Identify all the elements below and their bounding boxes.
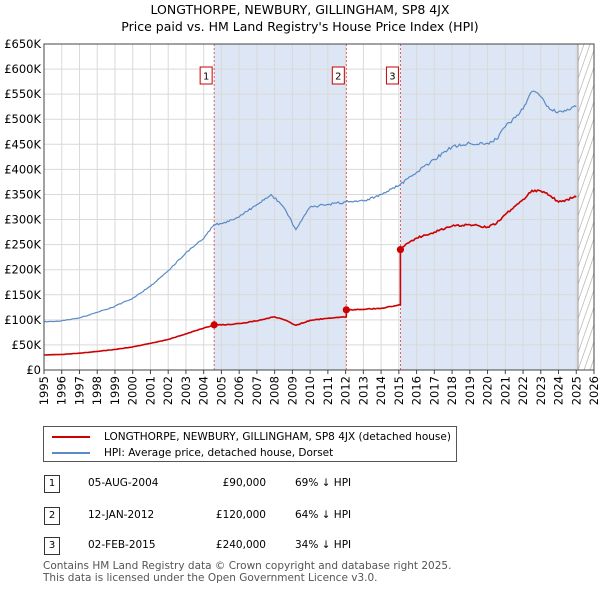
legend-label-hpi: HPI: Average price, detached house, Dors… xyxy=(104,447,334,459)
future-hatch xyxy=(578,186,595,235)
footer-licence: This data is licensed under the Open Gov… xyxy=(43,571,378,584)
x-tick-label: 2006 xyxy=(232,376,246,405)
x-tick-label: 1995 xyxy=(37,376,51,405)
transaction-flag-label: 2 xyxy=(335,72,341,83)
x-tick-label: 2020 xyxy=(481,376,495,405)
x-tick-label: 2022 xyxy=(516,376,530,405)
y-tick-label: £500K xyxy=(4,112,41,126)
future-hatch xyxy=(578,168,595,217)
x-tick-label: 2016 xyxy=(410,376,424,405)
transaction-flag xyxy=(385,66,399,85)
x-tick-label: 2008 xyxy=(268,376,282,405)
future-hatch xyxy=(578,306,595,355)
y-tick-label: £200K xyxy=(4,263,41,277)
legend-swatch-price-paid xyxy=(52,436,90,438)
x-tick-label: 2010 xyxy=(303,376,317,405)
ownership-shade xyxy=(400,44,579,370)
transaction-point xyxy=(396,246,405,254)
transaction-flag xyxy=(331,66,345,85)
transaction-point xyxy=(342,306,350,314)
footer: Contains HM Land Registry data © Crown c… xyxy=(43,560,452,584)
transaction-flag-label: 3 xyxy=(389,72,395,83)
x-tick-label: 1996 xyxy=(55,376,69,405)
future-hatch xyxy=(578,271,595,320)
ownership-shade xyxy=(214,44,347,370)
legend-item-hpi: HPI: Average price, detached house, Dors… xyxy=(52,446,333,460)
y-tick-label: £650K xyxy=(4,37,41,51)
transaction-marker: 2 xyxy=(44,507,60,525)
transaction-point xyxy=(210,321,218,329)
x-tick-label: 2002 xyxy=(161,376,175,405)
chart-title-line2: Price paid vs. HM Land Registry's House … xyxy=(121,19,479,34)
x-tick-label: 2005 xyxy=(214,376,228,405)
y-tick-label: £400K xyxy=(4,162,41,176)
x-tick-label: 2012 xyxy=(339,376,353,405)
x-tick-label: 2024 xyxy=(552,376,566,405)
future-hatch xyxy=(578,83,595,132)
x-tick-label: 2003 xyxy=(179,376,193,405)
footer-copyright: Contains HM Land Registry data © Crown c… xyxy=(43,560,452,572)
future-hatch xyxy=(596,44,600,370)
y-tick-label: £450K xyxy=(4,137,41,151)
legend-item-price-paid: LONGTHORPE, NEWBURY, GILLINGHAM, SP8 4JX… xyxy=(52,430,451,444)
x-tick-label: 1998 xyxy=(90,376,104,405)
x-tick-label: 2013 xyxy=(356,376,370,405)
future-hatch xyxy=(578,288,595,337)
transaction-marker: 1 xyxy=(44,475,60,493)
x-tick-label: 2018 xyxy=(445,376,459,405)
transaction-hpi-diff: 69% ↓ HPI xyxy=(295,477,352,489)
transaction-date: 12-JAN-2012 xyxy=(88,509,155,521)
x-tick-label: 2021 xyxy=(498,376,512,405)
y-tick-label: £350K xyxy=(4,187,41,201)
x-tick-label: 2025 xyxy=(569,376,583,405)
future-region xyxy=(578,44,594,370)
y-tick-label: £50K xyxy=(12,338,42,352)
y-tick-label: £150K xyxy=(4,288,41,302)
chart-title-line1: LONGTHORPE, NEWBURY, GILLINGHAM, SP8 4JX xyxy=(150,2,450,17)
x-tick-label: 2011 xyxy=(321,376,335,405)
price-chart: 1 2 3 £0 £50K £100K £150K £200K £250K £300K £350K… xyxy=(4,37,600,405)
legend: LONGTHORPE, NEWBURY, GILLINGHAM, SP8 4JX… xyxy=(43,426,457,462)
x-tick-label: 2000 xyxy=(126,376,140,405)
transaction-date: 02-FEB-2015 xyxy=(88,539,156,551)
y-tick-label: £0 xyxy=(26,363,41,377)
transaction-price: £90,000 xyxy=(222,477,266,489)
x-tick-label: 2026 xyxy=(587,376,600,405)
x-tick-label: 2004 xyxy=(197,376,211,405)
transaction-hpi-diff: 64% ↓ HPI xyxy=(295,509,352,521)
transaction-hpi-diff: 34% ↓ HPI xyxy=(295,539,352,551)
y-tick-label: £100K xyxy=(4,313,41,327)
y-tick-label: £600K xyxy=(4,62,41,76)
transaction-marker: 3 xyxy=(44,537,60,555)
x-tick-label: 2007 xyxy=(250,376,264,405)
x-tick-label: 1999 xyxy=(108,376,122,405)
x-tick-label: 2023 xyxy=(534,376,548,405)
hpi-line xyxy=(43,90,577,323)
future-hatch xyxy=(578,203,595,252)
transaction-price: £120,000 xyxy=(215,509,266,521)
transaction-price: £240,000 xyxy=(215,539,266,551)
transaction-flag xyxy=(199,66,213,85)
x-tick-label: 2014 xyxy=(374,376,388,405)
legend-label-price-paid: LONGTHORPE, NEWBURY, GILLINGHAM, SP8 4JX… xyxy=(104,431,451,443)
x-tick-label: 1997 xyxy=(72,376,86,405)
y-tick-label: £550K xyxy=(4,87,41,101)
y-tick-label: £300K xyxy=(4,213,41,227)
x-tick-label: 2009 xyxy=(285,376,299,405)
price-paid-line xyxy=(43,189,577,356)
legend-swatch-hpi xyxy=(52,452,90,454)
transaction-date: 05-AUG-2004 xyxy=(88,477,159,489)
x-tick-label: 2017 xyxy=(427,376,441,405)
x-tick-label: 2019 xyxy=(463,376,477,405)
future-hatch xyxy=(578,66,595,115)
x-tick-label: 2015 xyxy=(392,376,406,405)
y-tick-label: £250K xyxy=(4,238,41,252)
x-tick-label: 2001 xyxy=(143,376,157,405)
transaction-flag-label: 1 xyxy=(203,72,209,83)
plot-frame xyxy=(43,43,595,371)
